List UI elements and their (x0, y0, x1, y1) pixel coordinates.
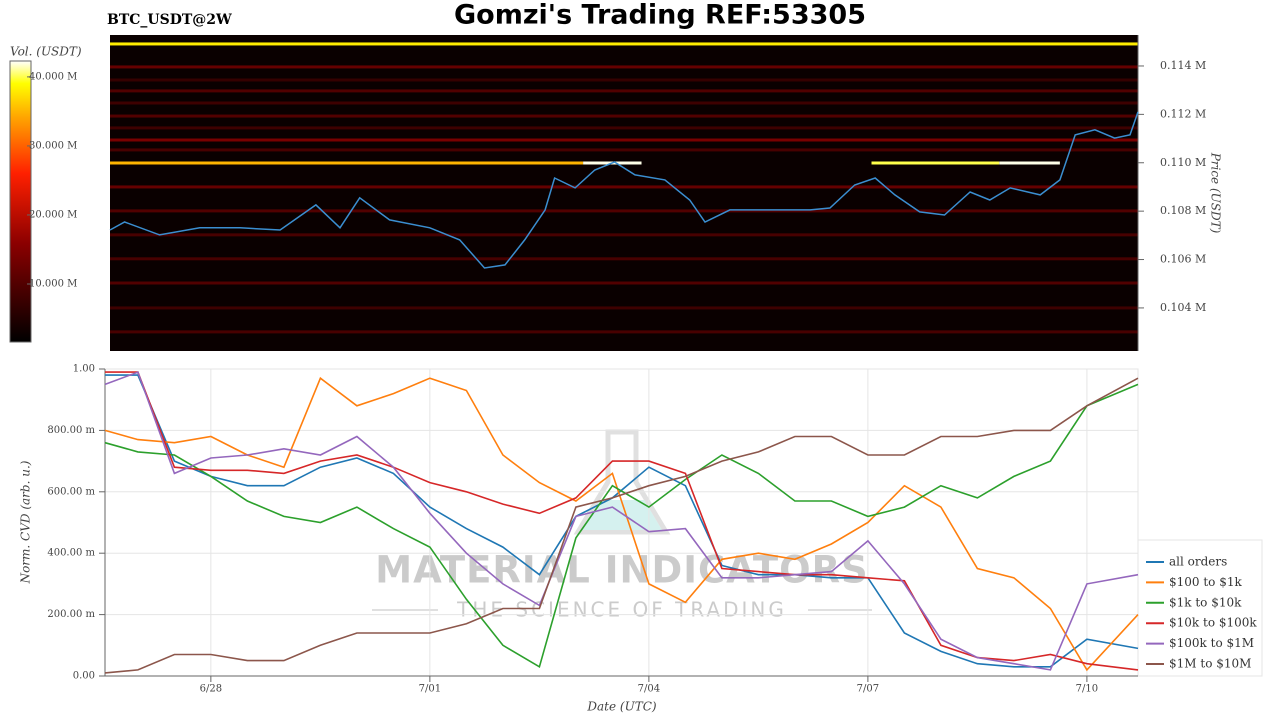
volume-band (110, 101, 1138, 105)
colorbar-tick-label: 10.000 M (29, 279, 77, 290)
y-axis-label: Price (USDT) (1209, 152, 1223, 234)
y-tick-label: 0.00 (73, 671, 95, 682)
y-tick-label: 0.112 M (1160, 107, 1206, 120)
y-axis-label: Norm. CVD (arb. u.) (19, 460, 33, 584)
legend-label: $100k to $1M (1169, 636, 1254, 650)
y-tick-label: 1.00 (73, 364, 95, 375)
legend-label: $1M to $10M (1169, 657, 1251, 671)
legend-label: $100 to $1k (1169, 575, 1242, 589)
y-tick-label: 0.104 M (1160, 301, 1206, 314)
symbol: BTC_USDT@2W (107, 12, 232, 28)
volume-band (110, 78, 1138, 82)
volume-band (110, 257, 1138, 261)
watermark: MATERIAL INDICATORS (375, 549, 868, 592)
y-tick-label: 400.00 m (47, 548, 95, 559)
colorbar-label: Vol. (USDT) (10, 45, 82, 59)
y-tick-label: 800.00 m (47, 425, 95, 436)
volume-band (110, 185, 1138, 189)
volume-band (110, 233, 1138, 237)
volume-band (110, 42, 1138, 46)
heatmap-area (110, 35, 1138, 351)
price-line (109, 111, 1139, 269)
volume-band (110, 330, 1138, 334)
volume-band (999, 161, 1060, 165)
cvd-line (104, 383, 1139, 669)
y-tick-label: 0.110 M (1160, 156, 1206, 169)
volume-band (110, 306, 1138, 310)
legend-label: $1k to $10k (1169, 595, 1242, 609)
y-tick-label: 0.106 M (1160, 253, 1206, 266)
volume-band (110, 209, 1138, 213)
cvd-line (105, 371, 1139, 671)
x-tick-label: 7/10 (1076, 684, 1098, 695)
legend-label: all orders (1169, 555, 1227, 569)
volume-band (110, 281, 1138, 285)
cvd-line (104, 371, 1139, 671)
volume-band (110, 161, 584, 165)
volume-band (110, 89, 1138, 93)
volume-band (110, 114, 1138, 118)
x-tick-label: 7/07 (857, 684, 879, 695)
x-tick-label: 7/01 (419, 684, 441, 695)
x-tick-label: 7/04 (638, 684, 660, 695)
y-tick-label: 0.108 M (1160, 204, 1206, 217)
x-tick-label: 6/28 (200, 684, 222, 695)
volume-band (110, 126, 1138, 130)
x-axis-label: Date (UTC) (586, 700, 656, 714)
watermark-logo (372, 429, 872, 611)
chart-title: Gomzi's Trading REF:53305 (454, 0, 866, 31)
volume-band (110, 138, 1138, 142)
colorbar-tick-label: 20.000 M (29, 209, 77, 220)
cvd-area (104, 368, 1139, 677)
colorbar (9, 60, 32, 343)
volume-band (110, 148, 1138, 152)
legend-label: $10k to $100k (1169, 616, 1257, 630)
y-tick-label: 200.00 m (47, 609, 95, 620)
y-tick-label: 600.00 m (47, 486, 95, 497)
volume-band (110, 65, 1138, 69)
cvd-line (104, 376, 1139, 672)
volume-band (871, 161, 1000, 165)
colorbar-tick-label: 30.000 M (29, 140, 77, 151)
watermark-tagline: THE SCIENCE OF TRADING (456, 598, 787, 622)
cvd-line (104, 377, 1139, 674)
colorbar-tick-label: 40.000 M (29, 71, 77, 82)
y-tick-label: 0.114 M (1160, 59, 1206, 72)
